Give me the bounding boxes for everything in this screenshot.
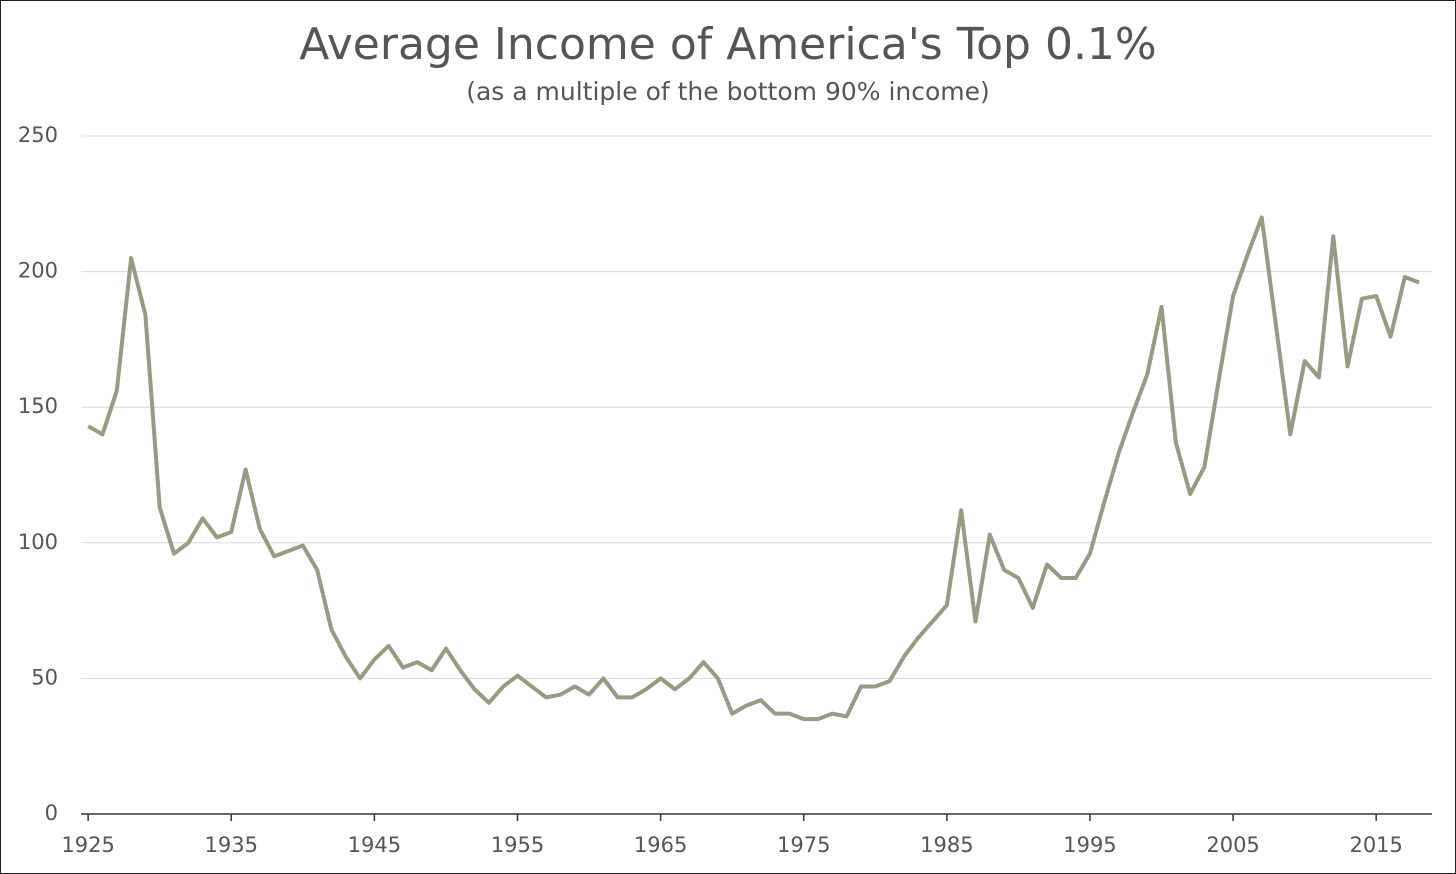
x-tick-label: 1965 (634, 833, 687, 857)
y-tick-label: 50 (31, 665, 58, 689)
x-tick-label: 1925 (61, 833, 114, 857)
x-tick-label: 1985 (920, 833, 973, 857)
y-tick-label: 150 (18, 394, 58, 418)
x-tick-label: 1945 (348, 833, 401, 857)
x-tick-label: 2005 (1206, 833, 1259, 857)
x-tick-label: 2015 (1349, 833, 1402, 857)
x-tick-label: 1935 (205, 833, 258, 857)
x-tick-label: 1995 (1063, 833, 1116, 857)
y-tick-label: 200 (18, 259, 58, 283)
y-tick-label: 250 (18, 123, 58, 147)
x-tick-label: 1975 (777, 833, 830, 857)
chart-subtitle: (as a multiple of the bottom 90% income) (466, 77, 990, 106)
x-tick-label: 1955 (491, 833, 544, 857)
y-tick-label: 0 (45, 801, 58, 825)
y-tick-label: 100 (18, 530, 58, 554)
chart-title: Average Income of America's Top 0.1% (299, 19, 1156, 70)
data-line (87, 215, 1420, 722)
